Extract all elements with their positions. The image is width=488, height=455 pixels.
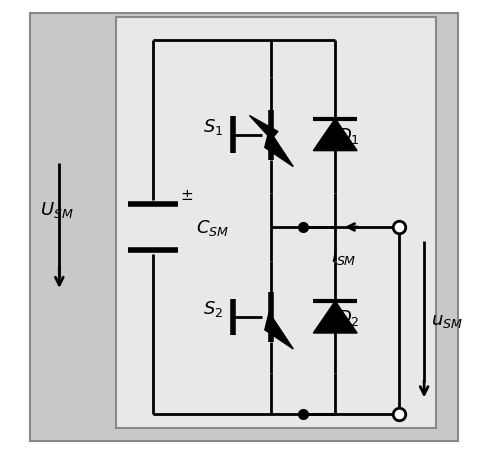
Text: $u_{SM}$: $u_{SM}$ — [431, 312, 463, 330]
Text: $C_{SM}$: $C_{SM}$ — [196, 217, 229, 238]
Text: $i_{SM}$: $i_{SM}$ — [331, 246, 356, 267]
Bar — [116, 18, 435, 428]
Polygon shape — [265, 313, 293, 349]
Text: $S_2$: $S_2$ — [203, 298, 224, 318]
Text: $D_1$: $D_1$ — [338, 126, 360, 145]
Text: $\pm$: $\pm$ — [180, 187, 193, 202]
Text: $S_1$: $S_1$ — [203, 116, 224, 136]
Polygon shape — [249, 116, 278, 140]
Polygon shape — [313, 120, 357, 152]
Polygon shape — [265, 131, 293, 167]
Text: $U_{SM}$: $U_{SM}$ — [40, 199, 74, 219]
Polygon shape — [313, 301, 357, 334]
Text: $D_2$: $D_2$ — [338, 308, 360, 327]
